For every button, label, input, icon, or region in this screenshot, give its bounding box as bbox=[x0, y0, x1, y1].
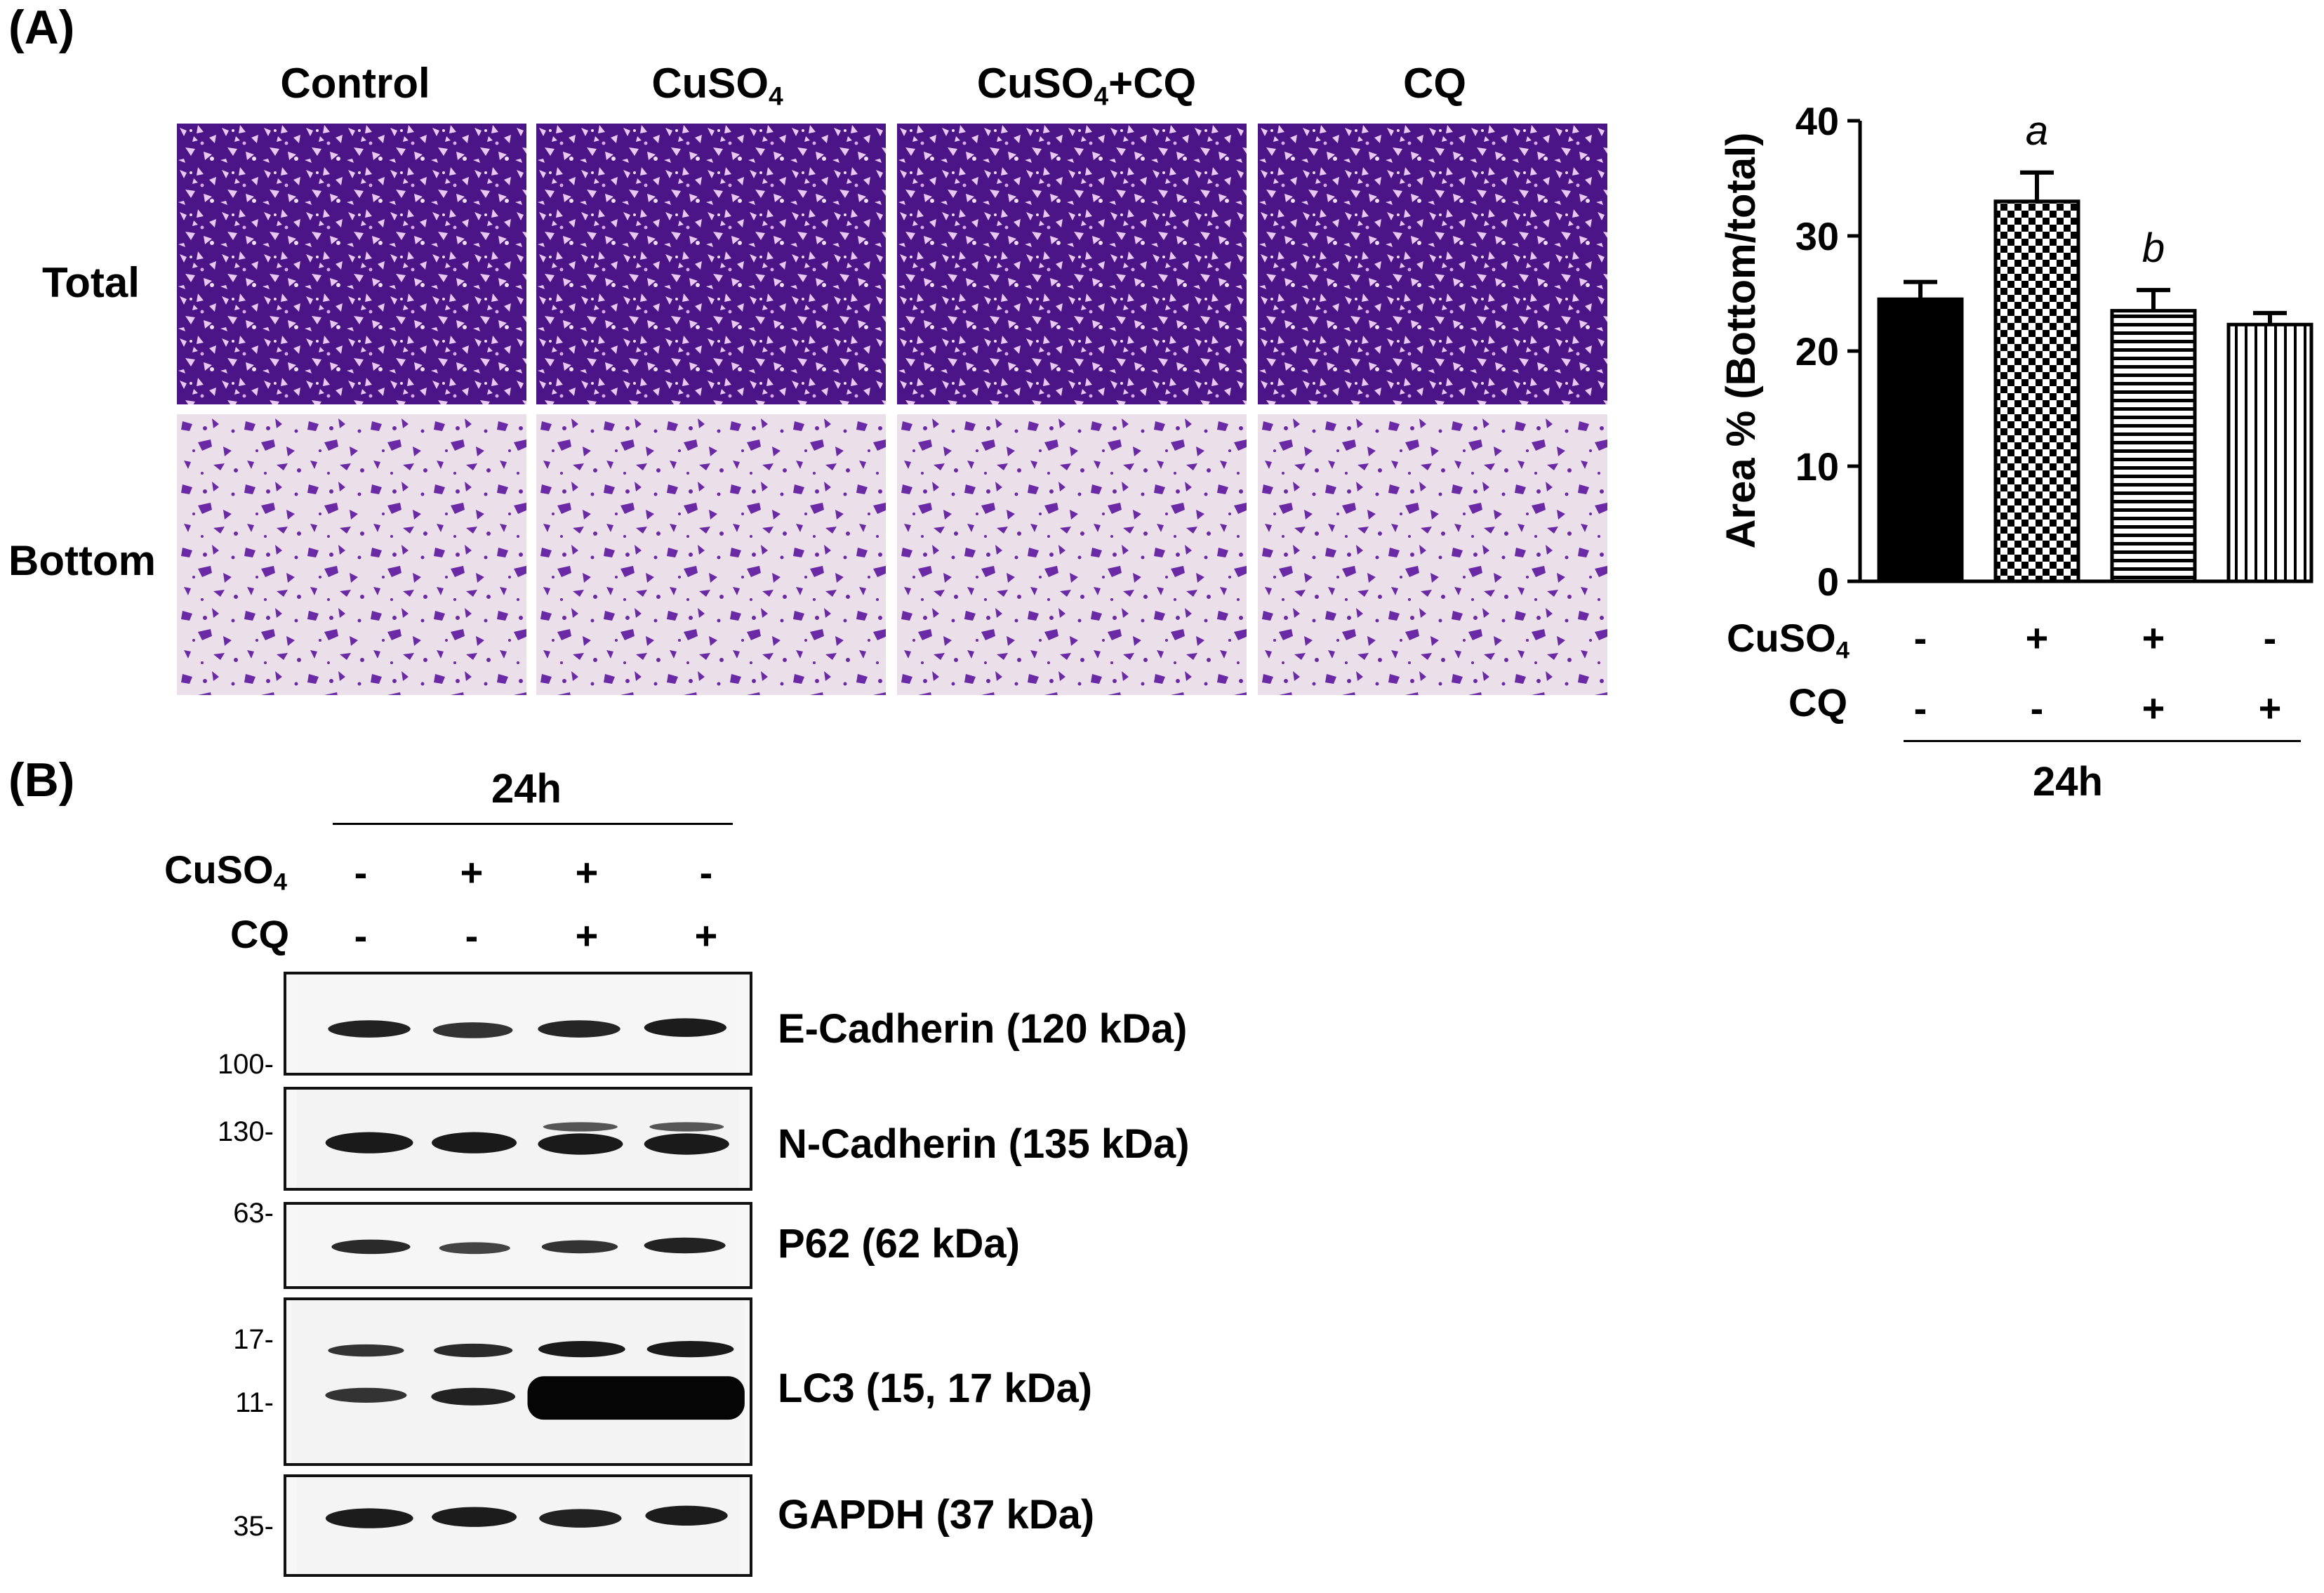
chart-sign-cq-1: - bbox=[1913, 686, 1927, 730]
blot-label-lc3: LC3 (15, 17 kDa) bbox=[778, 1366, 1093, 1411]
row-label-bottom: Bottom bbox=[8, 537, 156, 584]
micrograph-bottom-cq bbox=[1258, 414, 1607, 695]
y-tick-label: 30 bbox=[1795, 214, 1839, 258]
bar bbox=[1993, 199, 2080, 583]
chart-sign-cq-3: + bbox=[2142, 686, 2165, 730]
western-row-label-cq: CQ bbox=[230, 912, 289, 956]
chart-sign-cq-2: - bbox=[2030, 686, 2044, 730]
micrograph-bottom-control bbox=[177, 414, 526, 695]
micrograph-total-cq bbox=[1258, 124, 1607, 404]
marker-35: 35- bbox=[233, 1511, 274, 1542]
blot-label-p62: P62 (62 kDa) bbox=[778, 1221, 1020, 1267]
y-tick-label: 0 bbox=[1817, 560, 1839, 604]
column-label-cuso4: CuSO4 bbox=[651, 60, 783, 111]
significance-label: a bbox=[2026, 108, 2048, 154]
chart-row-label-cuso4: CuSO4 bbox=[1727, 616, 1850, 664]
column-label-control: Control bbox=[280, 60, 430, 107]
western-time-label: 24h bbox=[491, 766, 562, 812]
chart-time-rule bbox=[1904, 740, 2301, 742]
blot-label-e-cadherin: E-Cadherin (120 kDa) bbox=[778, 1006, 1188, 1052]
blot-gapdh bbox=[284, 1474, 752, 1577]
chart-sign-cq-4: + bbox=[2258, 686, 2282, 730]
western-sign-cq-1: - bbox=[354, 913, 368, 958]
micrograph-total-cuso4-cq bbox=[897, 124, 1247, 404]
western-sign-cuso4-2: + bbox=[460, 850, 484, 894]
micrograph-total-control bbox=[177, 124, 526, 404]
row-label-total: Total bbox=[42, 259, 140, 306]
blot-label-gapdh: GAPDH (37 kDa) bbox=[778, 1492, 1095, 1538]
blot-p62 bbox=[284, 1202, 752, 1289]
y-axis-label: Area % (Bottom/total) bbox=[1718, 133, 1764, 549]
chart-time-label: 24h bbox=[2033, 759, 2103, 805]
western-sign-cuso4-3: + bbox=[575, 850, 599, 894]
bar bbox=[2226, 322, 2313, 583]
y-tick-label: 40 bbox=[1795, 99, 1839, 143]
micrograph-total-cuso4 bbox=[536, 124, 886, 404]
panel-label-b: (B) bbox=[8, 753, 75, 807]
micrograph-bottom-cuso4-cq bbox=[897, 414, 1247, 695]
western-sign-cq-2: - bbox=[465, 913, 479, 958]
western-sign-cq-3: + bbox=[575, 913, 599, 958]
chart-sign-cuso4-3: + bbox=[2142, 616, 2165, 660]
chart-sign-cuso4-1: - bbox=[1913, 616, 1927, 660]
blot-e-cadherin bbox=[284, 972, 752, 1076]
marker-11: 11- bbox=[235, 1387, 274, 1418]
y-tick-label: 20 bbox=[1795, 329, 1839, 374]
western-sign-cuso4-1: - bbox=[354, 850, 368, 894]
y-tick-label: 10 bbox=[1795, 444, 1839, 489]
bar bbox=[2110, 309, 2197, 583]
western-sign-cq-4: + bbox=[694, 913, 718, 958]
chart-sign-cuso4-2: + bbox=[2025, 616, 2049, 660]
marker-17: 17- bbox=[233, 1324, 274, 1355]
marker-100: 100- bbox=[217, 1049, 274, 1080]
column-label-cuso4-cq: CuSO4+CQ bbox=[976, 60, 1197, 111]
western-time-rule bbox=[333, 823, 733, 825]
bar bbox=[1877, 297, 1964, 583]
blot-label-n-cadherin: N-Cadherin (135 kDa) bbox=[778, 1121, 1190, 1167]
blot-n-cadherin bbox=[284, 1087, 752, 1191]
marker-63: 63- bbox=[233, 1198, 274, 1229]
panel-label-a: (A) bbox=[8, 1, 75, 54]
blot-lc3 bbox=[284, 1297, 752, 1466]
chart-sign-cuso4-4: - bbox=[2263, 616, 2277, 660]
bar-chart: 0 10 20 30 40 a b Area % (Bottom/total) bbox=[1718, 99, 2313, 604]
column-label-cq: CQ bbox=[1403, 60, 1466, 107]
marker-130: 130- bbox=[217, 1116, 274, 1147]
western-sign-cuso4-4: - bbox=[699, 850, 713, 894]
micrograph-bottom-cuso4 bbox=[536, 414, 886, 695]
chart-row-label-cq: CQ bbox=[1788, 680, 1847, 725]
western-row-label-cuso4: CuSO4 bbox=[164, 847, 287, 896]
significance-label: b bbox=[2142, 225, 2165, 271]
